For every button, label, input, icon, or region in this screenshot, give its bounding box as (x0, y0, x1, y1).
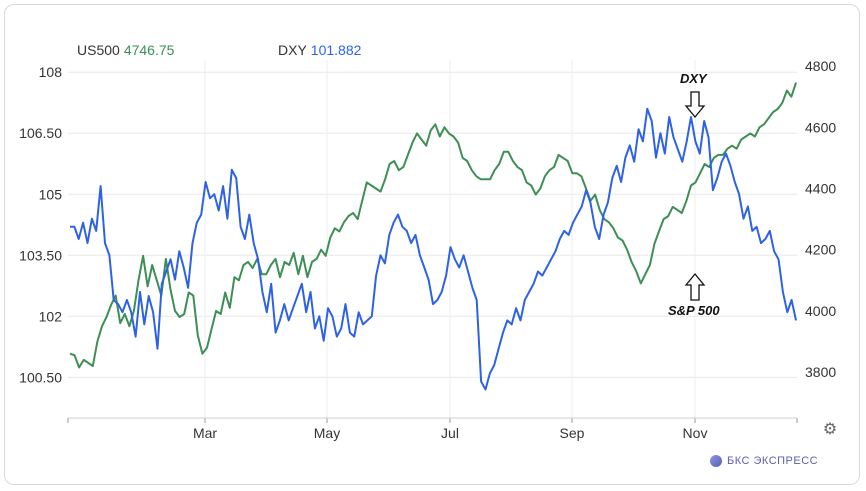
brand-name: БКС ЭКСПРЕСС (727, 455, 819, 467)
right-tick-label: 4800 (805, 58, 836, 74)
legend-us500: US500 4746.75 (77, 42, 174, 58)
legend-dxy: DXY 101.882 (278, 42, 361, 58)
brand-logo-icon (710, 455, 722, 467)
left-tick-label: 105 (39, 186, 63, 202)
left-tick-label: 102 (39, 308, 63, 324)
legend-us500-value: 4746.75 (123, 42, 175, 58)
brand-logo: БКС ЭКСПРЕСС (710, 455, 818, 467)
x-tick-label: May (314, 425, 340, 441)
chart-card (4, 4, 860, 485)
x-tick-label: Jul (441, 425, 459, 441)
right-tick-label: 4400 (805, 181, 836, 197)
right-axis-ticks: 3800 4000 4200 4400 4600 4800 (805, 58, 836, 380)
down-arrow-icon (684, 91, 706, 119)
left-tick-label: 103.50 (19, 247, 62, 263)
left-tick-label: 106.50 (19, 125, 62, 141)
left-tick-label: 100.50 (19, 369, 62, 385)
gear-icon[interactable]: ⚙ (822, 421, 838, 438)
left-axis-ticks: 100.50 102 103.50 105 106.50 108 (19, 64, 62, 385)
right-tick-label: 3800 (805, 364, 836, 380)
series-line-us500 (69, 82, 797, 369)
dxy-annotation: DXY (680, 71, 708, 86)
series-line-dxy (70, 107, 797, 391)
up-arrow-icon (684, 272, 706, 301)
right-tick-label: 4600 (805, 119, 836, 135)
x-tick-label: Nov (683, 425, 708, 441)
x-tick-label: Sep (560, 425, 585, 441)
left-tick-label: 108 (39, 64, 63, 80)
right-tick-label: 4200 (805, 242, 836, 258)
right-tick-label: 4000 (805, 303, 836, 319)
legend-us500-name: US500 (77, 42, 120, 58)
x-axis-ticks: Mar May Jul Sep Nov (67, 417, 798, 441)
legend-dxy-name: DXY (278, 42, 307, 58)
legend-dxy-value: 101.882 (310, 42, 362, 58)
x-tick-label: Mar (193, 425, 217, 441)
annotations: DXY S&P 500 (668, 71, 720, 318)
sp500-annotation: S&P 500 (668, 303, 720, 318)
grid-lines (68, 60, 797, 418)
series-lines (69, 82, 797, 391)
